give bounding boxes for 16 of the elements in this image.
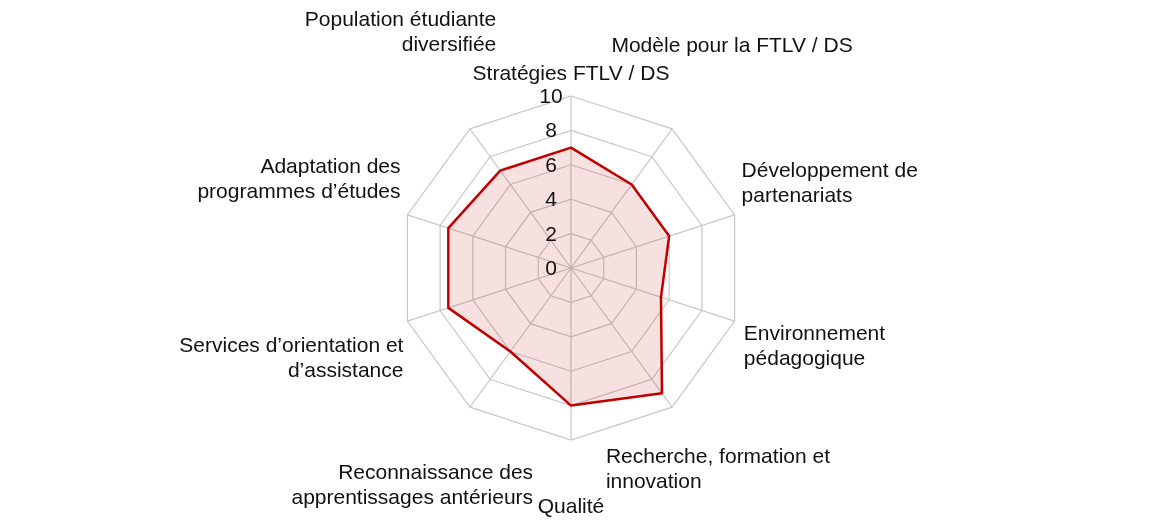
y-tick-label: 6 xyxy=(545,152,557,176)
y-tick-label: 4 xyxy=(545,187,558,211)
y-tick-label: 10 xyxy=(539,84,563,107)
y-tick-label: 2 xyxy=(545,221,557,245)
spoke-label: Développement de partenariats xyxy=(741,157,918,206)
spoke-label: Reconnaissance des apprentissages antérieurs xyxy=(291,460,534,509)
spoke-label: Stratégies FTLV / DS xyxy=(472,60,670,84)
spoke-label: Population étudiante diversifiée xyxy=(304,7,497,56)
spoke-label: Modèle pour la FTLV / DS xyxy=(611,32,853,56)
spoke-label: Recherche, formation et innovation xyxy=(605,444,831,493)
y-tick-label: 8 xyxy=(545,118,557,142)
spoke-label: Adaptation des programmes d’études xyxy=(197,153,401,202)
y-tick-label: 0 xyxy=(545,256,557,279)
spoke-label: Qualité xyxy=(537,494,605,517)
spoke-label: Environnement pédagogique xyxy=(743,321,886,370)
spoke-label: Services d’orientation et d’assistance xyxy=(179,332,404,381)
